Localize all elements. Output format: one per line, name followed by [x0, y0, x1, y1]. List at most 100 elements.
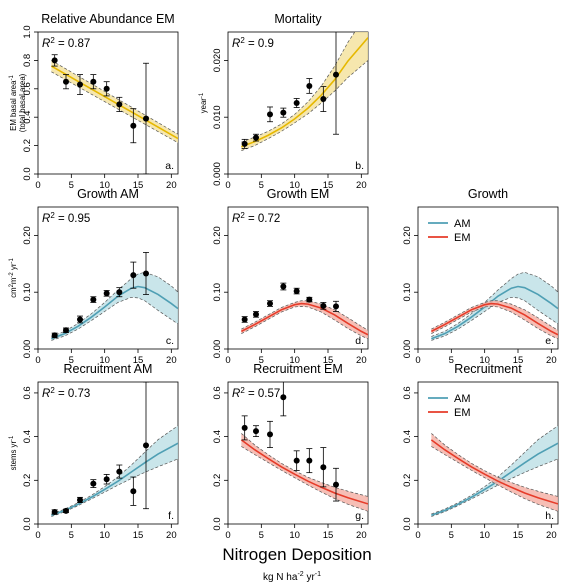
panel-title: Mortality [274, 12, 322, 26]
x-tick-label: 10 [289, 180, 300, 191]
y-tick-label: 0.020 [212, 49, 223, 73]
panel-b: Mortality 0 5 10 15 20 0.000 0.010 0.020 year-1 R2… [199, 12, 369, 191]
data-point [130, 488, 137, 495]
x-tick-label: 5 [259, 530, 264, 541]
panel-letter: c. [166, 335, 174, 347]
panel-g: Recruitment EM 0 5 10 15 20 0.0 0.2 0.4 0.6 R2 = 0… [212, 362, 369, 541]
ci-lower-AM [51, 458, 178, 517]
y-tick-label: 0.0 [212, 517, 223, 530]
fit-line-EM [430, 302, 558, 336]
x-tick-label: 5 [69, 530, 74, 541]
x-tick-label: 15 [323, 180, 334, 191]
data-point [143, 270, 149, 277]
panel-letter: f. [168, 510, 174, 522]
plot-area [50, 54, 178, 174]
y-tick-label: 0.010 [212, 105, 223, 129]
ci-lower-overall [241, 60, 368, 152]
data-point [320, 464, 327, 471]
fit-line-EM [240, 439, 368, 505]
y-tick-label: 0.10 [212, 283, 223, 302]
data-point [306, 457, 313, 464]
plot-area [240, 282, 368, 340]
data-point [280, 283, 287, 290]
data-point [267, 300, 273, 307]
ci-upper-AM [431, 271, 558, 337]
fit-line-AM [51, 285, 178, 340]
panel-title: Relative Abundance EM [41, 12, 174, 26]
data-point [130, 272, 137, 279]
x-axis-unit: kg N ha-2 yr-1 [263, 571, 321, 583]
x-tick-label: 15 [133, 180, 144, 191]
panel-title: Growth [468, 187, 508, 201]
data-point [253, 311, 259, 318]
data-point [103, 476, 110, 483]
data-point [63, 78, 69, 85]
ci-lower-AM [431, 458, 558, 517]
y-tick-label: 0.4 [402, 430, 413, 443]
x-tick-label: 5 [449, 355, 454, 366]
panel-letter: a. [165, 160, 174, 172]
x-tick-label: 10 [289, 355, 300, 366]
data-point [90, 78, 97, 85]
data-point [333, 481, 339, 488]
r-squared-label: R2 = 0.95 [42, 211, 90, 225]
x-tick-label: 5 [69, 355, 74, 366]
y-tick-label: 0.00 [402, 340, 413, 359]
x-tick-label: 20 [356, 355, 367, 366]
plot-frame [37, 206, 179, 350]
ci-upper-EM [241, 433, 368, 497]
data-point [293, 288, 300, 295]
plot-area [241, 32, 368, 152]
data-point [103, 85, 110, 92]
data-point [90, 296, 97, 303]
data-point [51, 332, 58, 339]
data-point [116, 101, 123, 108]
legend-label-AM: AM [454, 218, 471, 230]
plot-area [51, 252, 178, 341]
panel-letter: b. [355, 160, 364, 172]
data-point [63, 507, 69, 514]
y-tick-label: 0.0 [22, 517, 33, 530]
x-tick-label: 0 [35, 355, 40, 366]
y-tick-label: 0.00 [22, 340, 33, 359]
panel-title: Growth AM [77, 187, 139, 201]
x-tick-label: 0 [415, 530, 420, 541]
ci-upper-AM [431, 425, 558, 515]
plot-frame [227, 381, 369, 525]
data-point [267, 431, 273, 438]
x-tick-label: 0 [35, 180, 40, 191]
data-point [51, 57, 58, 64]
y-tick-label: 0.4 [22, 111, 33, 124]
fit-line-AM [51, 442, 178, 517]
y-tick-label: 0.6 [402, 386, 413, 399]
panel-title: Recruitment EM [253, 362, 343, 376]
panel-title: Growth EM [267, 187, 330, 201]
x-tick-label: 10 [99, 355, 110, 366]
y-tick-label: 0.2 [22, 139, 33, 152]
y-tick-label: 1.0 [22, 25, 33, 38]
x-tick-label: 10 [479, 530, 490, 541]
ci-ribbon-overall [241, 32, 368, 151]
y-tick-label: 0.6 [212, 386, 223, 399]
y-axis-label: stems yr-1 [9, 435, 18, 470]
fit-line-EM [430, 439, 558, 505]
data-point [241, 316, 248, 323]
x-tick-label: 5 [449, 530, 454, 541]
panel-c: Growth AM 0 5 10 15 20 0.00 0.10 0.20 cm2m-2 yr-1… [9, 187, 179, 366]
plot-area [240, 382, 368, 512]
y-tick-label: 0.000 [212, 162, 223, 186]
r-squared-label: R2 = 0.73 [42, 386, 90, 400]
r-squared-label: R2 = 0.72 [232, 211, 280, 225]
x-tick-label: 10 [99, 530, 110, 541]
fit-line-AM [431, 285, 558, 340]
ci-upper-EM [431, 300, 558, 331]
y-axis-label: year-1 [199, 92, 208, 113]
plot-frame [37, 31, 179, 175]
plot-frame [227, 206, 369, 350]
x-tick-label: 20 [356, 180, 367, 191]
x-tick-label: 5 [259, 180, 264, 191]
y-tick-label: 0.4 [212, 430, 223, 443]
x-tick-label: 20 [166, 355, 177, 366]
x-tick-label: 20 [166, 530, 177, 541]
data-point [116, 468, 123, 475]
